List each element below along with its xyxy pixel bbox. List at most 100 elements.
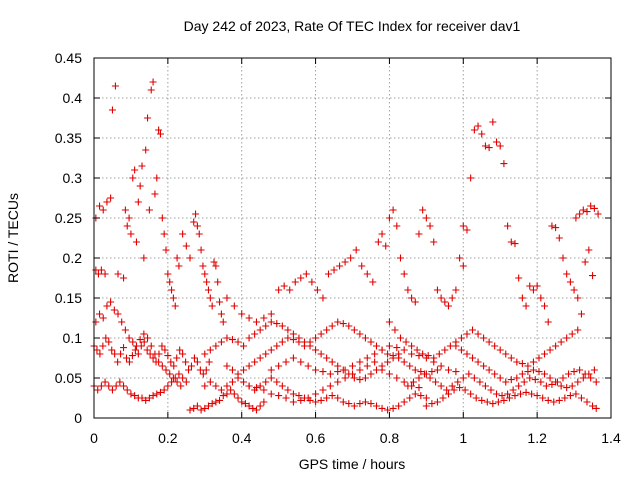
data-point <box>459 374 467 382</box>
data-point <box>568 382 576 390</box>
data-point <box>205 358 213 366</box>
data-point <box>110 306 118 314</box>
data-point <box>566 392 574 400</box>
data-point <box>585 370 593 378</box>
data-point <box>428 400 436 408</box>
data-point <box>515 382 523 390</box>
data-point <box>577 310 585 318</box>
data-point <box>397 334 405 342</box>
data-point <box>493 390 501 398</box>
data-point <box>583 398 591 406</box>
data-point <box>422 394 430 402</box>
data-point <box>579 374 587 382</box>
data-point <box>502 350 510 358</box>
data-point <box>507 354 515 362</box>
data-point <box>469 354 477 362</box>
data-point <box>289 398 297 406</box>
data-point <box>513 358 521 366</box>
data-point <box>426 374 434 382</box>
data-point <box>206 294 214 302</box>
data-point <box>570 286 578 294</box>
data-point <box>223 382 231 390</box>
data-point <box>295 338 303 346</box>
data-point <box>404 286 412 294</box>
data-point <box>397 254 405 262</box>
data-point <box>284 326 292 334</box>
data-point <box>485 338 493 346</box>
data-point <box>358 262 366 270</box>
data-point <box>158 342 166 350</box>
data-point <box>500 160 508 168</box>
data-point <box>518 360 526 368</box>
data-point <box>190 218 198 226</box>
data-point <box>208 400 216 408</box>
data-point <box>179 374 187 382</box>
data-point <box>589 402 597 410</box>
data-point <box>108 106 116 114</box>
data-point <box>136 336 144 344</box>
data-point <box>474 122 482 130</box>
data-point <box>350 374 358 382</box>
data-point <box>156 388 164 396</box>
data-point <box>197 406 205 414</box>
data-point <box>108 346 116 354</box>
data-point <box>230 302 238 310</box>
data-point <box>400 358 408 366</box>
data-point <box>579 206 587 214</box>
data-point <box>223 390 231 398</box>
data-point <box>144 114 152 122</box>
data-point <box>537 294 545 302</box>
data-point <box>212 262 220 270</box>
data-point <box>474 358 482 366</box>
data-point <box>356 330 364 338</box>
data-point <box>367 400 375 408</box>
data-point <box>297 274 305 282</box>
data-point <box>485 144 493 152</box>
data-point <box>522 388 530 396</box>
data-point <box>166 278 174 286</box>
data-point <box>245 402 253 410</box>
data-point <box>577 394 585 402</box>
data-point <box>144 334 152 342</box>
y-tick-label: 0.05 <box>55 370 82 386</box>
data-point <box>374 238 382 246</box>
data-point <box>367 338 375 346</box>
data-point <box>496 346 504 354</box>
data-point <box>529 358 537 366</box>
data-point <box>382 242 390 250</box>
data-point <box>349 370 356 378</box>
data-point <box>421 370 429 378</box>
data-point <box>234 338 242 346</box>
data-point <box>328 358 336 366</box>
data-point <box>487 386 495 394</box>
data-point <box>393 222 401 230</box>
data-point <box>437 382 445 390</box>
data-point <box>384 350 392 358</box>
x-tick-label: 0.6 <box>306 430 326 446</box>
data-point <box>201 350 209 358</box>
data-point <box>96 202 104 210</box>
data-point <box>252 384 260 392</box>
data-point <box>389 206 397 214</box>
data-point <box>533 392 541 400</box>
y-tick-label: 0.25 <box>55 210 82 226</box>
data-point <box>267 390 275 398</box>
data-point <box>422 402 430 410</box>
data-point <box>430 358 438 366</box>
data-point <box>470 126 478 134</box>
data-point <box>400 270 408 278</box>
data-point <box>151 190 159 198</box>
data-point <box>129 174 137 182</box>
data-point <box>389 404 397 412</box>
data-point <box>363 362 371 370</box>
data-point <box>330 266 338 274</box>
data-point <box>164 352 172 360</box>
data-point <box>111 350 119 358</box>
data-point <box>526 374 534 382</box>
data-point <box>378 346 386 354</box>
data-point <box>149 354 157 362</box>
data-point <box>123 386 131 394</box>
data-point <box>437 362 445 370</box>
data-point <box>400 398 408 406</box>
data-point <box>155 126 163 134</box>
